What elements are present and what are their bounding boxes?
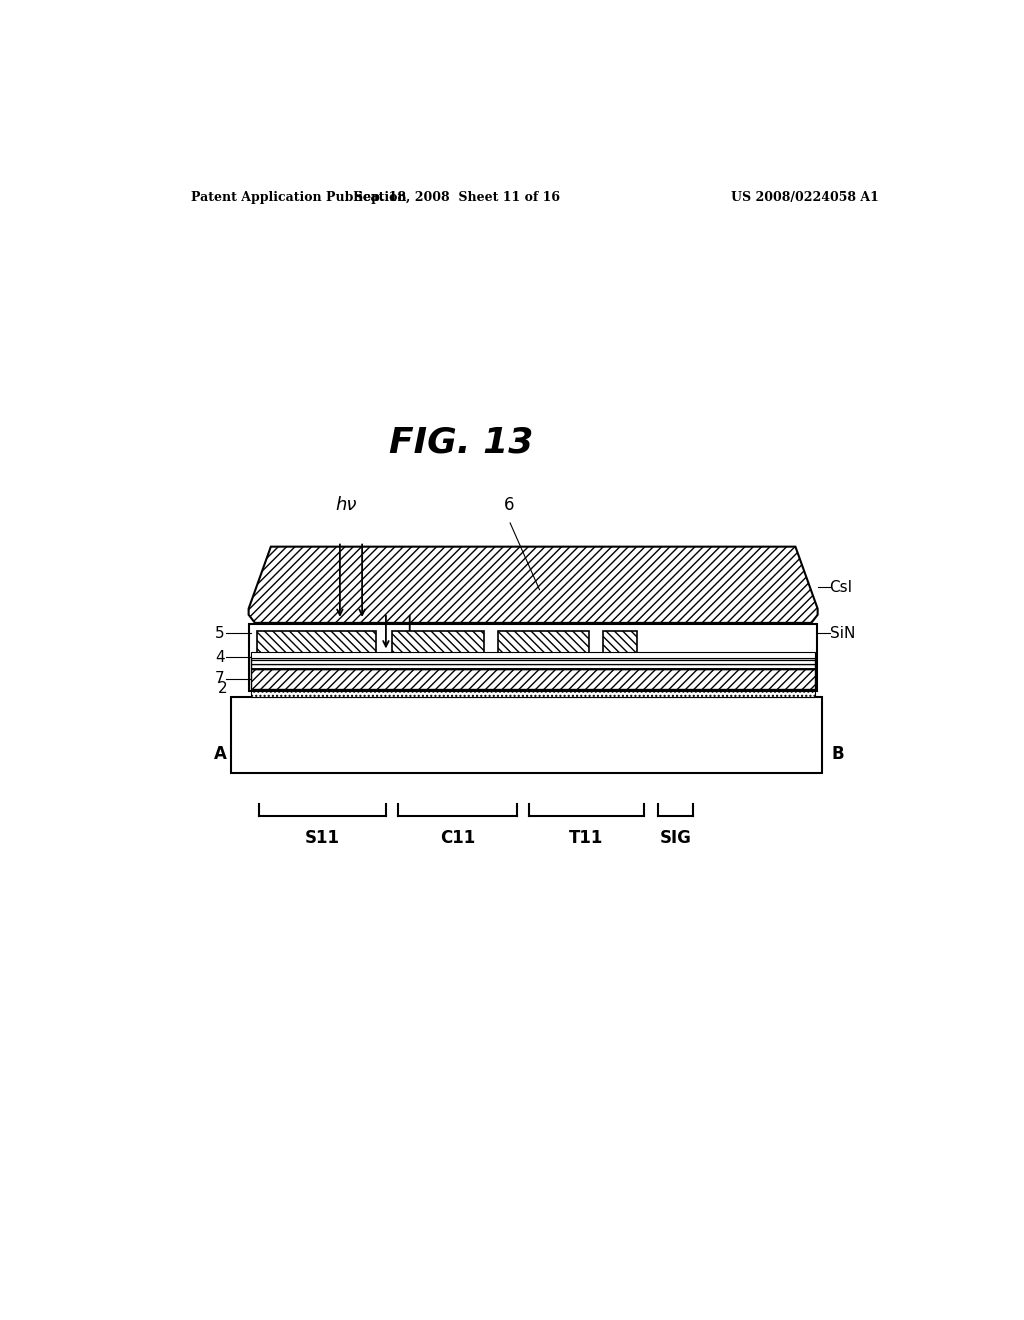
Text: 2: 2 <box>217 681 227 697</box>
Text: hν: hν <box>336 496 357 515</box>
Text: CsI: CsI <box>829 579 853 595</box>
Text: 4: 4 <box>215 649 225 665</box>
Bar <box>257 631 377 656</box>
Text: B: B <box>831 746 845 763</box>
Bar <box>498 631 589 656</box>
Bar <box>250 624 817 690</box>
Bar <box>251 669 815 689</box>
Bar <box>231 697 822 774</box>
Text: T11: T11 <box>569 829 603 847</box>
Text: S11: S11 <box>305 829 340 847</box>
Text: SIG: SIG <box>659 829 691 847</box>
Bar <box>251 689 815 697</box>
Text: FIG. 13: FIG. 13 <box>389 426 534 459</box>
Bar <box>392 631 483 656</box>
Polygon shape <box>249 546 817 623</box>
Text: SiN: SiN <box>829 626 855 640</box>
Text: 5: 5 <box>215 626 225 640</box>
Text: 7: 7 <box>215 672 225 686</box>
Bar <box>251 652 815 659</box>
Text: C11: C11 <box>439 829 475 847</box>
Bar <box>603 631 637 656</box>
Text: US 2008/0224058 A1: US 2008/0224058 A1 <box>731 190 879 203</box>
Text: Patent Application Publication: Patent Application Publication <box>191 190 407 203</box>
Text: Sep. 18, 2008  Sheet 11 of 16: Sep. 18, 2008 Sheet 11 of 16 <box>354 190 560 203</box>
Text: A: A <box>214 746 227 763</box>
Text: 6: 6 <box>504 496 514 515</box>
Bar <box>251 656 815 669</box>
